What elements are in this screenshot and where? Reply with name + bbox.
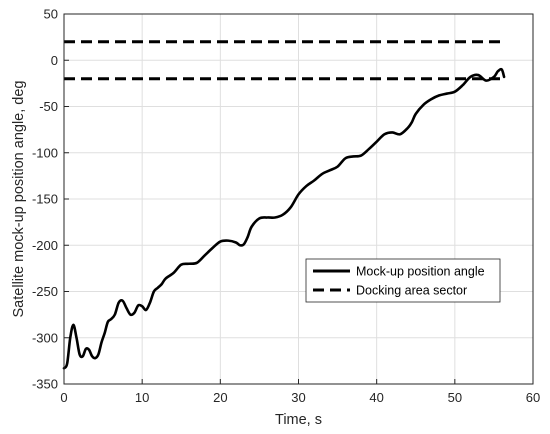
y-tick-label: -150 <box>32 192 58 207</box>
y-tick-label: -350 <box>32 377 58 392</box>
x-ticks: 0 10 20 30 40 50 60 <box>60 379 540 405</box>
solid-series <box>62 67 506 370</box>
y-tick-label: -100 <box>32 145 58 160</box>
y-tick-label: -300 <box>32 330 58 345</box>
y-tick-label: -200 <box>32 238 58 253</box>
y-tick-label: 0 <box>51 53 58 68</box>
x-tick-label: 50 <box>448 390 462 405</box>
y-ticks: 50 0 -50 -100 -150 -200 -250 -300 -350 <box>32 7 69 392</box>
y-tick-label: 50 <box>44 7 58 22</box>
legend: Mock-up position angle Docking area sect… <box>305 258 501 303</box>
x-tick-label: 10 <box>135 390 149 405</box>
legend-label-dashed: Docking area sector <box>356 284 467 298</box>
legend-label-solid: Mock-up position angle <box>356 265 485 279</box>
x-tick-label: 40 <box>369 390 383 405</box>
x-axis-label: Time, s <box>275 412 322 428</box>
x-tick-label: 60 <box>526 390 540 405</box>
mock-up-angle-line <box>62 67 506 370</box>
x-tick-label: 30 <box>291 390 305 405</box>
y-tick-label: -250 <box>32 284 58 299</box>
y-axis-label: Satellite mock-up position angle, deg <box>11 81 27 318</box>
y-tick-label: -50 <box>39 99 58 114</box>
legend-box <box>305 258 501 303</box>
x-tick-label: 20 <box>213 390 227 405</box>
x-tick-label: 0 <box>60 390 67 405</box>
grid <box>63 13 534 385</box>
dashed-series <box>64 40 506 81</box>
